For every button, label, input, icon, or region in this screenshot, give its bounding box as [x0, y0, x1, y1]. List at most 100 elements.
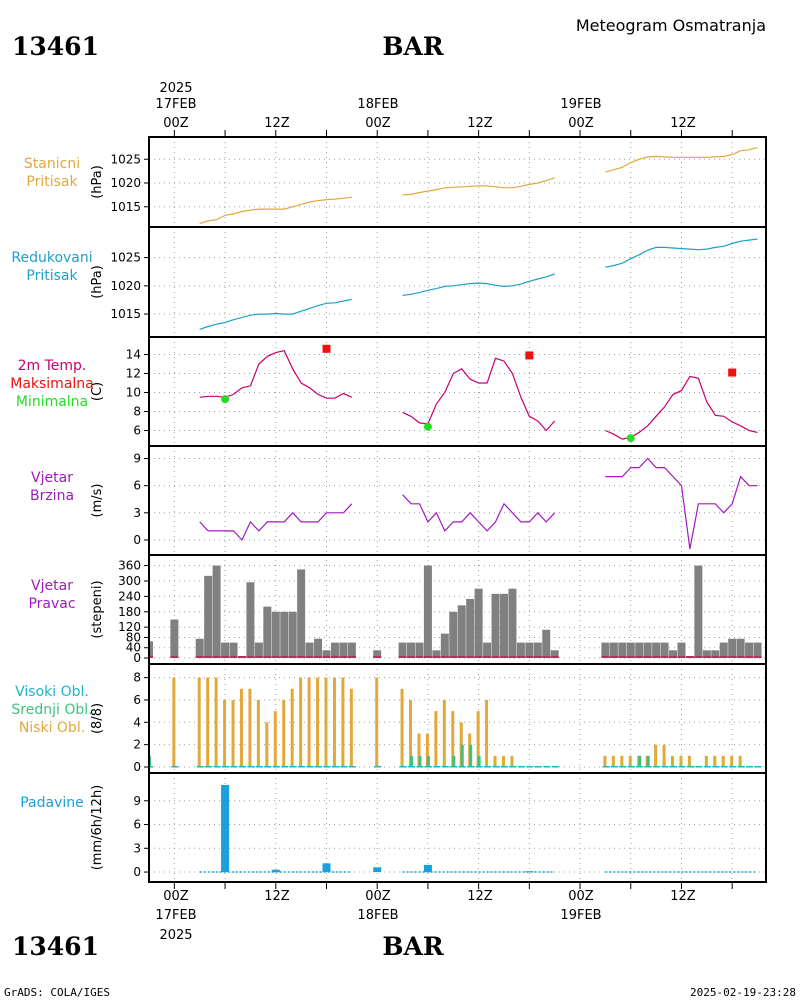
- wind-direction-base: [660, 656, 669, 658]
- high-cloud-base: [517, 766, 525, 768]
- wind-direction-bar: [635, 642, 644, 658]
- low-cloud-bar: [501, 755, 505, 767]
- low-cloud-bar: [730, 755, 734, 767]
- high-cloud-base: [289, 766, 297, 768]
- low-cloud-bar: [611, 755, 615, 767]
- y-axis-label: (m/s): [90, 484, 105, 518]
- panel-label-wind_speed-1: Brzina: [30, 488, 74, 504]
- high-cloud-base: [627, 766, 635, 768]
- high-cloud-base: [653, 766, 661, 768]
- low-cloud-bar: [628, 755, 632, 767]
- hour-label-bottom-1: 00Z: [163, 889, 189, 904]
- wind-direction-base: [221, 656, 230, 658]
- high-cloud-base: [247, 766, 255, 768]
- high-cloud-base: [331, 766, 339, 768]
- station_pressure-line-segment: [605, 146, 758, 173]
- low-cloud-bar: [451, 711, 455, 767]
- high-cloud-base: [500, 766, 508, 768]
- y-tick-label: 180: [118, 605, 141, 619]
- high-cloud-base: [171, 766, 179, 768]
- hour-label-bottom-2: 12Z: [264, 889, 290, 904]
- y-tick-label: 6: [133, 693, 141, 707]
- wind-direction-base: [314, 656, 323, 658]
- wind-direction-base: [533, 656, 542, 658]
- low-cloud-bar: [172, 677, 176, 767]
- high-cloud-base: [433, 766, 441, 768]
- y-axis-label: (8/8): [90, 703, 105, 734]
- meteogram-title: Meteogram Osmatranja: [576, 16, 766, 35]
- low-cloud-bar: [510, 755, 514, 767]
- low-cloud-bar: [671, 755, 675, 767]
- high-cloud-base: [746, 766, 754, 768]
- high-cloud-base: [458, 766, 466, 768]
- wind-direction-base: [466, 656, 475, 658]
- y-axis-label: (mm/6h/12h): [90, 785, 105, 871]
- panel-data-temperature: [199, 344, 758, 443]
- high-cloud-base: [754, 766, 762, 768]
- low-cloud-bar: [341, 677, 345, 767]
- mid-cloud-bar: [469, 744, 473, 767]
- panel-data-wind_direction: [149, 565, 762, 658]
- year-label-bottom: 2025: [159, 928, 192, 943]
- wind-direction-bar: [660, 642, 669, 658]
- high-cloud-base: [408, 766, 416, 768]
- wind-direction-bar: [271, 611, 280, 658]
- precip-bar: [322, 863, 331, 873]
- day-label-top-1: 17FEB: [155, 97, 196, 112]
- wind-direction-bar: [466, 598, 475, 658]
- low-cloud-bar: [248, 688, 252, 767]
- low-cloud-bar: [256, 699, 260, 767]
- wind-direction-bar: [246, 582, 255, 658]
- low-cloud-bar: [282, 699, 286, 767]
- wind-direction-bar: [398, 642, 407, 658]
- wind-direction-base: [483, 656, 492, 658]
- panel-label-wind_direction-0: Vjetar: [31, 578, 73, 594]
- high-cloud-base: [543, 766, 551, 768]
- panel-label-temperature-0: 2m Temp.: [18, 358, 87, 374]
- wind-direction-bar: [305, 642, 314, 658]
- low-cloud-bar: [375, 677, 379, 767]
- high-cloud-base: [619, 766, 627, 768]
- wind-direction-bar: [669, 650, 678, 658]
- high-cloud-base: [340, 766, 348, 768]
- wind-direction-bar: [339, 642, 348, 658]
- panel-data-station_pressure: [199, 146, 758, 224]
- hour-label-bottom-3: 00Z: [365, 889, 391, 904]
- day-label-bottom-1: 17FEB: [155, 908, 196, 923]
- wind-direction-base: [491, 656, 500, 658]
- wind-direction-base: [643, 656, 652, 658]
- low-cloud-bar: [434, 711, 438, 767]
- high-cloud-base: [230, 766, 238, 768]
- wind-direction-base: [423, 656, 432, 658]
- y-tick-label: 1025: [110, 251, 141, 265]
- wind-direction-bar: [652, 642, 661, 658]
- wind-direction-base: [170, 656, 179, 658]
- wind-direction-base: [499, 656, 508, 658]
- wind-direction-base: [271, 656, 280, 658]
- panel-frame-wind_direction: [148, 554, 767, 665]
- high-cloud-base: [441, 766, 449, 768]
- wind-direction-bar: [491, 593, 500, 658]
- panel-frame-precipitation: [148, 772, 767, 883]
- high-cloud-base: [424, 766, 432, 768]
- panel-data-wind_speed: [199, 457, 758, 550]
- y-tick-label: 1020: [110, 176, 141, 190]
- wind-direction-bar: [525, 642, 534, 658]
- high-cloud-base: [551, 766, 559, 768]
- low-cloud-bar: [231, 699, 235, 767]
- wind-direction-bar: [745, 642, 754, 658]
- wind-direction-bar: [449, 611, 458, 658]
- high-cloud-base: [222, 766, 230, 768]
- wind-direction-base: [753, 656, 762, 658]
- wind-direction-base: [694, 656, 703, 658]
- y-tick-label: 300: [118, 574, 141, 588]
- tmax-marker: [728, 368, 737, 377]
- low-cloud-bar: [214, 677, 218, 767]
- precip-bar: [423, 864, 432, 873]
- wind_speed-line-segment: [402, 494, 556, 532]
- panel-label-precipitation-0: Padavine: [20, 795, 84, 811]
- y-tick-label: 2: [133, 738, 141, 752]
- year-label-top: 2025: [159, 81, 192, 96]
- mid-cloud-bar: [638, 755, 642, 767]
- low-cloud-bar: [721, 755, 725, 767]
